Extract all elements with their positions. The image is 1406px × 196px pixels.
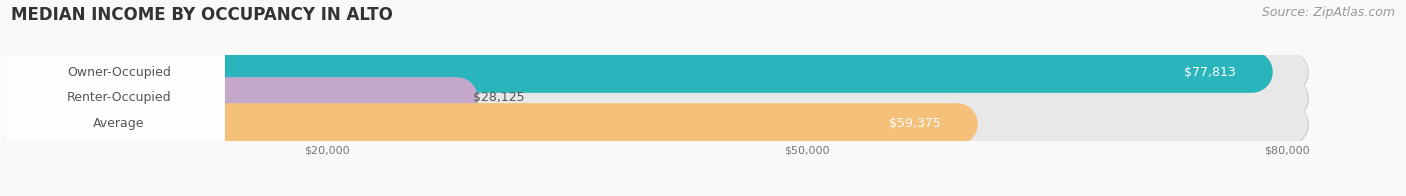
FancyBboxPatch shape [0, 0, 225, 196]
Text: $59,375: $59,375 [889, 117, 941, 130]
FancyBboxPatch shape [0, 0, 225, 196]
Text: Source: ZipAtlas.com: Source: ZipAtlas.com [1261, 6, 1395, 19]
FancyBboxPatch shape [0, 0, 225, 196]
Text: Renter-Occupied: Renter-Occupied [66, 92, 172, 104]
Text: MEDIAN INCOME BY OCCUPANCY IN ALTO: MEDIAN INCOME BY OCCUPANCY IN ALTO [11, 6, 394, 24]
Text: Average: Average [93, 117, 145, 130]
Text: Owner-Occupied: Owner-Occupied [67, 66, 172, 79]
Text: $28,125: $28,125 [472, 92, 524, 104]
Text: $77,813: $77,813 [1184, 66, 1236, 79]
